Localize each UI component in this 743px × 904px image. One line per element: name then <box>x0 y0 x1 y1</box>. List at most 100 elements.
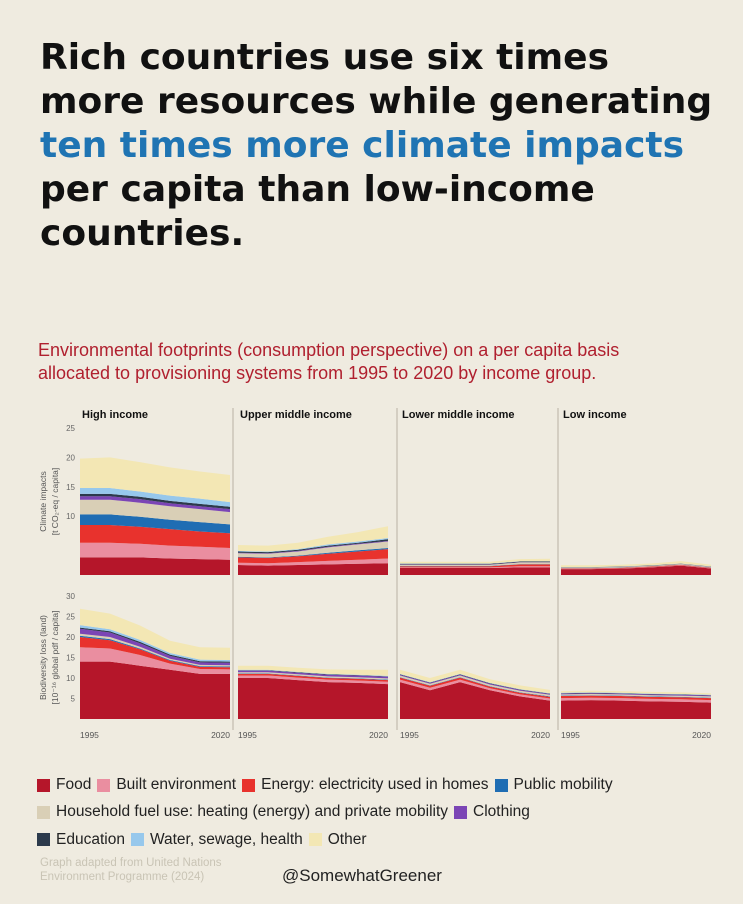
legend-item-water: Water, sewage, health <box>130 828 303 853</box>
chart-legend: Food Built environment Energy: electricity… <box>37 773 727 855</box>
source-line-1: Graph adapted from United Nations <box>40 857 222 869</box>
y-axis-unit-climate-impacts: [t CO₂-eq / capita] <box>50 468 60 536</box>
legend-label-water: Water, sewage, health <box>149 830 303 848</box>
x-tick-high-income-start: 1995 <box>80 730 99 740</box>
legend-label-fuel: Household fuel use: heating (energy) and… <box>56 803 449 821</box>
panel-title-upper-middle-income: Upper middle income <box>240 409 352 421</box>
area-biodiversity-loss-land-low-income-education <box>561 692 711 696</box>
area-biodiversity-loss-land-low-income-food <box>561 700 711 719</box>
y-tick-biodiversity-loss-land-25: 25 <box>66 613 75 622</box>
area-climate-impacts-lower-middle-income-water <box>400 561 550 564</box>
area-climate-impacts-lower-middle-income-other <box>400 558 550 564</box>
subtitle-line-2: allocated to provisioning systems from 1… <box>38 363 597 383</box>
y-tick-biodiversity-loss-land-15: 15 <box>66 654 75 663</box>
legend-label-built: Built environment <box>116 776 237 793</box>
area-climate-impacts-upper-middle-income-built <box>238 558 388 566</box>
x-tick-low-income-end: 2020 <box>692 730 711 740</box>
legend-label-clothing: Clothing <box>473 803 530 821</box>
legend-swatch-water <box>130 833 144 847</box>
legend-swatch-mobility <box>494 778 508 792</box>
x-tick-upper-middle-income-end: 2020 <box>369 730 388 740</box>
footprint-charts: High income Upper middle income Lower midd… <box>38 408 711 740</box>
legend-label-other: Other <box>327 830 367 848</box>
legend-item-mobility: Public mobility <box>494 773 613 798</box>
y-tick-biodiversity-loss-land-10: 10 <box>66 674 75 683</box>
area-biodiversity-loss-land-low-income-mobility <box>561 695 711 699</box>
area-biodiversity-loss-land-high-income-fuel <box>80 633 230 667</box>
area-climate-impacts-lower-middle-income-energy <box>400 564 550 568</box>
x-tick-upper-middle-income-start: 1995 <box>238 730 257 740</box>
area-biodiversity-loss-land-low-income-energy <box>561 695 711 701</box>
legend-label-energy: Energy: electricity used in homes <box>261 776 489 793</box>
legend-item-energy: Energy: electricity used in homes <box>242 773 489 798</box>
area-biodiversity-loss-land-lower-middle-income-fuel <box>400 675 550 697</box>
area-biodiversity-loss-land-lower-middle-income-energy <box>400 677 550 699</box>
legend-label-food: Food <box>56 776 92 793</box>
source-line-2: Environment Programme (2024) <box>40 871 205 883</box>
panel-title-high-income: High income <box>82 409 148 421</box>
legend-label-education: Education <box>56 830 125 848</box>
legend-item-other: Other <box>308 828 367 853</box>
area-biodiversity-loss-land-upper-middle-income-education <box>238 670 388 677</box>
area-climate-impacts-upper-middle-income-food <box>238 563 388 575</box>
area-biodiversity-loss-land-upper-middle-income-food <box>238 678 388 719</box>
y-tick-biodiversity-loss-land-20: 20 <box>66 633 75 642</box>
area-climate-impacts-lower-middle-income-clothing <box>400 562 550 565</box>
area-biodiversity-loss-land-upper-middle-income-water <box>238 669 388 677</box>
y-axis-unit-biodiversity-loss-land: [10⁻¹⁶ global pdf / capita] <box>50 611 60 705</box>
area-climate-impacts-lower-middle-income-fuel <box>400 562 550 566</box>
panel-title-lower-middle-income: Lower middle income <box>402 409 514 421</box>
headline-line-2: more resources while generating <box>40 81 713 122</box>
headline-highlight: ten times more climate impacts <box>40 125 685 166</box>
area-biodiversity-loss-land-upper-middle-income-other <box>238 665 388 676</box>
area-biodiversity-loss-land-upper-middle-income-built <box>238 675 388 685</box>
author-handle: @SomewhatGreener <box>282 866 442 885</box>
area-climate-impacts-upper-middle-income-other <box>238 526 388 552</box>
legend-swatch-food <box>37 778 50 792</box>
legend-item-food: Food <box>37 773 91 798</box>
legend-item-education: Education <box>37 828 125 853</box>
area-climate-impacts-high-income-energy <box>80 525 230 548</box>
legend-swatch-education <box>37 833 50 847</box>
area-biodiversity-loss-land-high-income-clothing <box>80 628 230 666</box>
area-biodiversity-loss-land-lower-middle-income-other <box>400 669 550 694</box>
area-climate-impacts-low-income-other <box>561 561 711 567</box>
headline-line-1: Rich countries use six times <box>40 37 610 78</box>
y-tick-biodiversity-loss-land-30: 30 <box>66 592 75 601</box>
area-climate-impacts-lower-middle-income-mobility <box>400 564 550 567</box>
area-climate-impacts-high-income-built <box>80 542 230 560</box>
legend-label-mobility: Public mobility <box>513 776 613 793</box>
x-tick-low-income-start: 1995 <box>561 730 580 740</box>
legend-swatch-fuel <box>37 806 50 819</box>
area-biodiversity-loss-land-low-income-fuel <box>561 694 711 698</box>
y-tick-climate-impacts-25: 25 <box>66 424 75 433</box>
area-biodiversity-loss-land-upper-middle-income-energy <box>238 673 388 682</box>
legend-swatch-energy <box>242 778 256 792</box>
legend-item-clothing: Clothing <box>454 800 530 825</box>
area-climate-impacts-upper-middle-income-fuel <box>238 541 388 558</box>
area-biodiversity-loss-land-high-income-water <box>80 625 230 662</box>
area-biodiversity-loss-land-lower-middle-income-built <box>400 679 550 701</box>
y-axis-label-biodiversity-loss-land: Biodiversity loss (land) <box>38 615 48 700</box>
legend-item-built: Built environment <box>97 773 236 798</box>
headline-line-5: countries. <box>40 213 245 254</box>
area-biodiversity-loss-land-high-income-other <box>80 608 230 660</box>
area-biodiversity-loss-land-low-income-clothing <box>561 693 711 697</box>
area-climate-impacts-low-income-energy <box>561 564 711 569</box>
area-biodiversity-loss-land-lower-middle-income-food <box>400 682 550 719</box>
area-climate-impacts-high-income-education <box>80 493 230 510</box>
y-tick-climate-impacts-10: 10 <box>66 512 75 521</box>
area-climate-impacts-high-income-water <box>80 488 230 507</box>
chart-subtitle: Environmental footprints (consumption pe… <box>38 339 728 385</box>
area-climate-impacts-low-income-fuel <box>561 564 711 569</box>
area-climate-impacts-high-income-fuel <box>80 499 230 525</box>
y-tick-climate-impacts-15: 15 <box>66 483 75 492</box>
panel-title-low-income: Low income <box>563 409 627 421</box>
y-tick-climate-impacts-20: 20 <box>66 453 75 462</box>
area-biodiversity-loss-land-upper-middle-income-mobility <box>238 673 388 681</box>
area-biodiversity-loss-land-low-income-built <box>561 697 711 703</box>
area-climate-impacts-high-income-clothing <box>80 496 230 513</box>
area-climate-impacts-high-income-food <box>80 557 230 575</box>
x-tick-high-income-end: 2020 <box>211 730 230 740</box>
headline: Rich countries use six times more resour… <box>40 36 720 256</box>
